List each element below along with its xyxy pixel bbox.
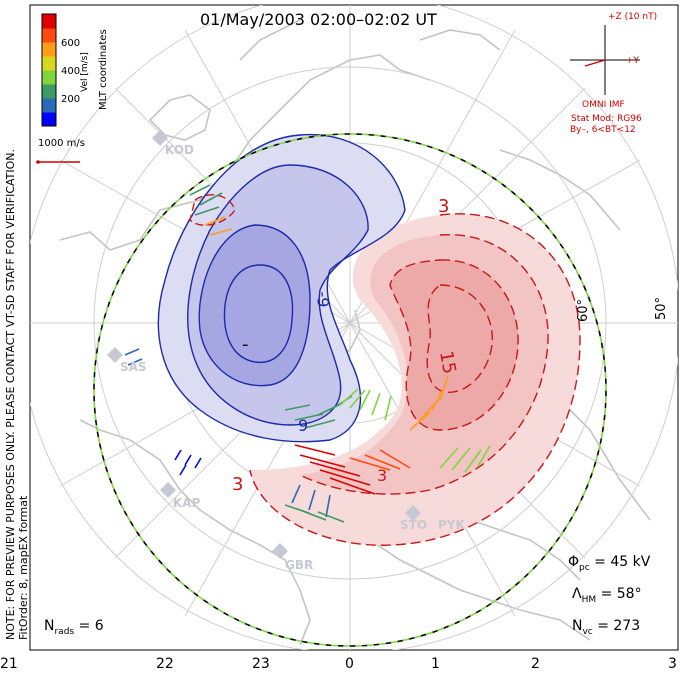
preview-note: NOTE: FOR PREVIEW PURPOSES ONLY. PLEASE … xyxy=(4,148,17,640)
contour-label-3-top: 3 xyxy=(438,196,450,217)
hm-boundary-green xyxy=(93,133,607,647)
imf-source: OMNI IMF xyxy=(582,100,625,110)
reference-vector-label: 1000 m/s xyxy=(38,138,85,149)
contour-label-9: 9 xyxy=(298,416,309,435)
imf-dial xyxy=(570,25,640,95)
colorbar-tick-400: 400 xyxy=(61,66,81,77)
radar-stations xyxy=(107,130,421,559)
stat-n-rads: Nrads = 6 xyxy=(44,618,104,637)
contour-label-3-mid: 3 xyxy=(377,466,388,485)
colorbar-tick-600: 600 xyxy=(61,38,81,49)
map-title: 01/May/2003 02:00–02:02 UT xyxy=(200,10,437,29)
lat-label-60: 60° xyxy=(576,298,591,322)
mlt-tick-0: 0 xyxy=(345,656,354,672)
stat-phi-pc: Φpc = 45 kV xyxy=(568,554,651,573)
stat-n-vc: Nvc = 273 xyxy=(572,618,641,637)
mlt-tick-2: 2 xyxy=(531,656,540,672)
colorbar-swatch xyxy=(42,70,56,85)
fit-order-note: FitOrder: 8, mapEX format xyxy=(17,495,30,640)
stat-model-line2: By–, 6<BT<12 xyxy=(570,125,636,135)
colorbar-swatch xyxy=(42,98,56,113)
contour-label-3-bottom: 3 xyxy=(232,474,244,495)
colorbar-swatch xyxy=(42,42,56,57)
colorbar-border xyxy=(41,13,57,127)
station-gbr: GBR xyxy=(285,558,314,572)
colorbar-swatch xyxy=(42,28,56,43)
mlt-coordinates-label: MLT coordinates xyxy=(98,29,109,110)
station-sto: STO xyxy=(400,518,428,532)
colorbar-swatch xyxy=(42,14,56,29)
mlt-tick-3: 3 xyxy=(668,656,677,672)
contour-label-15: 15 xyxy=(435,349,460,376)
colorbar-swatch xyxy=(42,56,56,71)
station-pyk: PYK xyxy=(438,518,465,532)
station-sas: SAS xyxy=(120,360,147,374)
lat-label-50: 50° xyxy=(654,296,669,320)
colorbar-label: Vel [m/s] xyxy=(80,52,90,92)
contour-label-neg9-a: -9 xyxy=(313,291,333,308)
velocity-vectors xyxy=(124,184,491,523)
colorbar-swatch xyxy=(42,84,56,99)
potential-min-marker: - xyxy=(242,334,249,355)
stat-model-line1: Stat Mod: RG96 xyxy=(571,114,642,124)
mlt-tick-1: 1 xyxy=(431,656,440,672)
station-kap: KAP xyxy=(173,496,201,510)
mlt-tick-22: 22 xyxy=(156,656,174,672)
station-kod: KOD xyxy=(165,143,194,157)
imf-y-label: +Y xyxy=(626,56,640,66)
velocity-colorbar xyxy=(41,13,57,127)
colorbar-tick-200: 200 xyxy=(61,94,81,105)
colorbar-swatch xyxy=(42,112,56,127)
mlt-tick-23: 23 xyxy=(252,656,270,672)
imf-z-label: +Z (10 nT) xyxy=(608,12,658,22)
stat-lambda-hm: ΛHM = 58° xyxy=(572,586,642,605)
potential-contours xyxy=(157,133,581,546)
potential-fill xyxy=(158,134,580,546)
mlt-tick-21: 21 xyxy=(0,656,18,672)
